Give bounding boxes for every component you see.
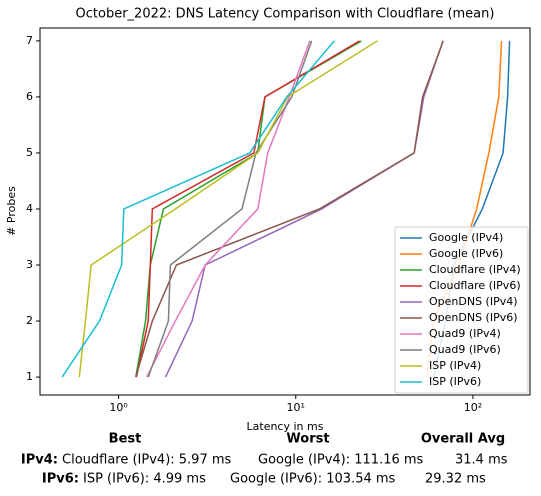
y-tick-label: 4 bbox=[26, 202, 33, 215]
y-tick-label: 7 bbox=[26, 34, 33, 47]
avg: 31.4 ms bbox=[455, 453, 508, 468]
series-line bbox=[61, 40, 335, 378]
y-tick-label: 3 bbox=[26, 258, 33, 271]
x-tick-label: 10⁰ bbox=[109, 401, 128, 414]
legend-label: Quad9 (IPv6) bbox=[429, 343, 501, 356]
legend-label: Google (IPv4) bbox=[429, 231, 503, 244]
worst: Google (IPv4): 111.16 ms bbox=[258, 453, 424, 468]
legend-label: Google (IPv6) bbox=[429, 247, 503, 260]
y-tick-label: 2 bbox=[26, 314, 33, 327]
legend-label: ISP (IPv6) bbox=[429, 375, 481, 388]
y-tick-label: 5 bbox=[26, 146, 33, 159]
plot-frame bbox=[39, 27, 531, 396]
worst: Google (IPv6): 103.54 ms bbox=[230, 472, 396, 487]
header: Best bbox=[109, 432, 142, 447]
x-tick-label: 10¹ bbox=[287, 401, 305, 414]
best: ISP (IPv6): 4.99 ms bbox=[83, 472, 206, 487]
series-line bbox=[135, 40, 360, 378]
series-line bbox=[145, 40, 311, 378]
series-line bbox=[135, 40, 362, 378]
row-label: IPv4: bbox=[21, 453, 58, 468]
legend bbox=[394, 226, 529, 394]
x-axis-label: Latency in ms bbox=[247, 420, 324, 433]
series-line bbox=[147, 40, 313, 378]
chart-title: October_2022: DNS Latency Comparison wit… bbox=[76, 7, 495, 22]
legend-label: ISP (IPv4) bbox=[429, 359, 481, 372]
legend-label: Cloudflare (IPv6) bbox=[429, 279, 521, 292]
x-tick-label: 10² bbox=[464, 401, 482, 414]
avg: 29.32 ms bbox=[425, 472, 486, 487]
row-label: IPv6: bbox=[42, 472, 79, 487]
series-line bbox=[135, 40, 444, 378]
legend-label: Cloudflare (IPv4) bbox=[429, 263, 521, 276]
header: Overall Avg bbox=[421, 432, 505, 447]
y-tick-label: 1 bbox=[26, 370, 33, 383]
legend-label: Quad9 (IPv4) bbox=[429, 327, 501, 340]
y-axis-label: # Probes bbox=[5, 186, 18, 236]
header: Worst bbox=[286, 432, 329, 447]
best: Cloudflare (IPv4): 5.97 ms bbox=[62, 453, 232, 468]
legend-label: OpenDNS (IPv6) bbox=[429, 311, 518, 324]
series-line bbox=[164, 40, 444, 378]
y-tick-label: 6 bbox=[26, 90, 33, 103]
legend-label: OpenDNS (IPv4) bbox=[429, 295, 518, 308]
